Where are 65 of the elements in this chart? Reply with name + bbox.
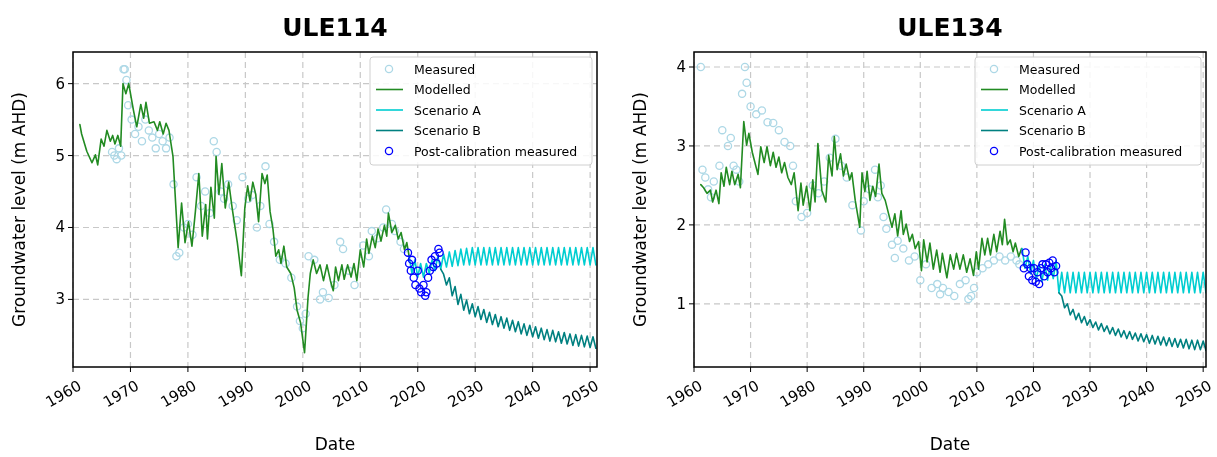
y-tick-label: 3 <box>676 136 686 155</box>
point <box>404 259 414 268</box>
point <box>1021 248 1030 257</box>
point <box>409 273 418 283</box>
point <box>1024 271 1034 281</box>
legend-label: Scenario A <box>1019 102 1087 118</box>
point <box>1026 264 1035 273</box>
point <box>1046 264 1056 273</box>
point <box>416 287 426 297</box>
y-tick-label: 4 <box>676 58 686 76</box>
legend-label: Measured <box>414 61 476 77</box>
chart-title: ULE134 <box>897 13 1003 42</box>
point <box>419 280 428 290</box>
point <box>434 244 443 254</box>
point <box>430 252 440 261</box>
point <box>432 259 441 268</box>
point <box>1031 277 1040 286</box>
point <box>403 248 413 257</box>
y-tick-label: 1 <box>676 294 686 313</box>
line-series <box>1058 291 1206 352</box>
point <box>411 280 420 290</box>
point <box>427 255 436 265</box>
legend-label: Scenario A <box>414 102 482 118</box>
y-tick-label: 5 <box>55 146 65 165</box>
point <box>422 287 431 297</box>
point <box>1051 261 1061 271</box>
x-axis-title: Date <box>314 434 356 454</box>
point <box>1039 271 1049 281</box>
y-tick-label: 3 <box>55 290 65 309</box>
point <box>423 273 433 283</box>
legend-label: Scenario B <box>414 123 481 138</box>
point <box>1036 264 1046 273</box>
chart-title: ULE114 <box>282 13 388 42</box>
point <box>1048 256 1057 265</box>
point <box>429 262 438 272</box>
point <box>1034 279 1044 289</box>
point <box>1019 264 1029 273</box>
y-tick-label: 2 <box>676 215 686 234</box>
x-axis-title: Date <box>929 434 971 454</box>
legend-label: Modelled <box>414 82 471 97</box>
y-axis-title: Groundwater level (m AHD) <box>630 92 650 327</box>
point <box>420 291 430 301</box>
point <box>1022 260 1032 269</box>
legend-label: Post-calibration measured <box>1019 143 1183 159</box>
legend-label: Scenario B <box>1019 123 1086 138</box>
point <box>407 255 417 265</box>
point <box>435 248 444 257</box>
point <box>1050 268 1059 277</box>
point <box>415 284 424 293</box>
point <box>1029 264 1039 273</box>
point <box>1043 268 1052 277</box>
y-tick-label: 6 <box>55 74 65 93</box>
point <box>1038 260 1047 269</box>
point <box>1033 268 1042 277</box>
legend-label: Measured <box>1019 61 1081 77</box>
legend-label: Modelled <box>1019 82 1076 97</box>
point <box>425 266 435 275</box>
point <box>413 266 422 275</box>
point <box>1028 275 1037 285</box>
y-tick-label: 4 <box>55 218 65 237</box>
y-axis-title: Groundwater level (m AHD) <box>9 92 29 327</box>
point <box>1045 258 1054 268</box>
point <box>1041 260 1051 269</box>
legend-label: Post-calibration measured <box>414 143 578 159</box>
point <box>406 266 416 275</box>
